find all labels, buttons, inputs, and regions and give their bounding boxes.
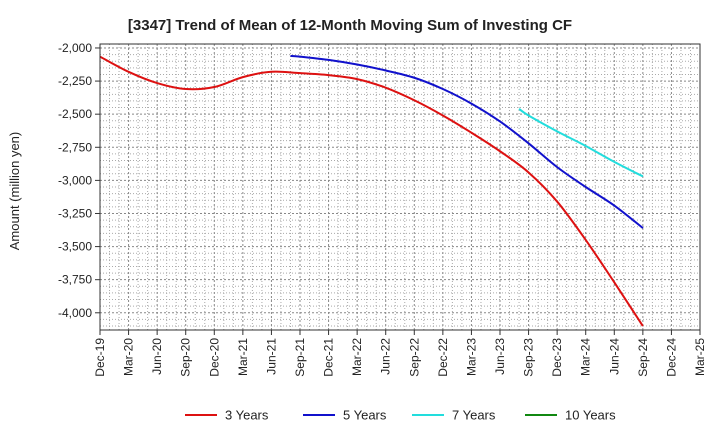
series-line-7-years: [518, 108, 644, 178]
x-tick-label: Dec-23: [550, 338, 564, 377]
grid-lines: [100, 44, 700, 330]
y-tick-label: -3,500: [58, 240, 92, 254]
x-tick-label: Mar-25: [693, 338, 707, 376]
y-axis-label: Amount (million yen): [7, 132, 22, 251]
y-tick-label: -2,000: [58, 41, 92, 55]
legend-label-7-years: 7 Years: [452, 408, 496, 423]
x-tick-label: Dec-24: [664, 338, 678, 377]
y-tick-label: -3,000: [58, 173, 92, 187]
x-tick-label: Mar-20: [122, 338, 136, 376]
series-line-3-years: [99, 55, 644, 327]
x-tick-label: Jun-22: [379, 338, 393, 375]
y-tick-label: -3,750: [58, 273, 92, 287]
y-tick-label: -3,250: [58, 206, 92, 220]
chart-title: [3347] Trend of Mean of 12-Month Moving …: [128, 17, 572, 34]
x-axis-ticks: Dec-19 Mar-20 Jun-20 Sep-20 Dec-20 Mar-21 Jun-…: [93, 330, 707, 377]
x-tick-label: Sep-22: [407, 338, 421, 377]
y-tick-label: -4,000: [58, 306, 92, 320]
series-lines: [99, 54, 644, 327]
x-tick-label: Dec-19: [93, 338, 107, 377]
x-tick-label: Mar-24: [579, 338, 593, 376]
legend-label-10-years: 10 Years: [565, 408, 616, 423]
x-tick-label: Sep-24: [636, 338, 650, 377]
x-tick-label: Sep-23: [522, 338, 536, 377]
x-tick-label: Dec-21: [322, 338, 336, 377]
legend-label-3-years: 3 Years: [225, 408, 269, 423]
y-tick-label: -2,250: [58, 74, 92, 88]
x-tick-label: Dec-22: [436, 338, 450, 377]
legend-label-5-years: 5 Years: [343, 408, 387, 423]
x-tick-label: Jun-21: [264, 338, 278, 375]
y-axis-ticks: -2,000 -2,250 -2,500 -2,750 -3,000 -3,250 -3,5…: [58, 41, 100, 320]
x-tick-label: Mar-23: [464, 338, 478, 376]
x-tick-label: Sep-21: [293, 338, 307, 377]
y-tick-label: -2,750: [58, 140, 92, 154]
x-tick-label: Dec-20: [207, 338, 221, 377]
x-tick-label: Jun-20: [150, 338, 164, 375]
x-tick-label: Sep-20: [179, 338, 193, 377]
x-tick-label: Mar-22: [350, 338, 364, 376]
y-tick-label: -2,500: [58, 107, 92, 121]
plot-frame: [99, 43, 701, 331]
x-tick-label: Mar-21: [236, 338, 250, 376]
x-tick-label: Jun-23: [493, 338, 507, 375]
legend: 3 Years 5 Years 7 Years 10 Years: [185, 408, 616, 423]
x-tick-label: Jun-24: [607, 338, 621, 375]
series-line-5-years: [290, 54, 644, 229]
